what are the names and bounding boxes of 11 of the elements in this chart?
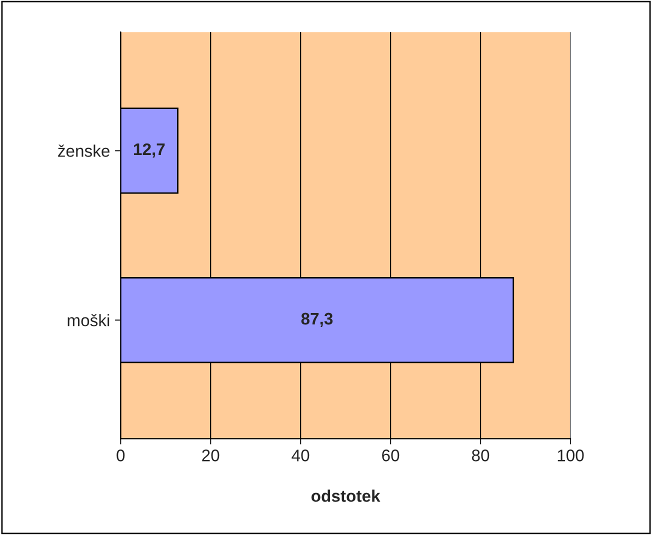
x-tick-label: 80	[472, 450, 490, 462]
data-label: 87,3	[301, 312, 333, 327]
x-tick-label: 40	[292, 450, 310, 462]
x-axis-title: odstotek	[311, 490, 380, 502]
y-tick-label: moški	[68, 314, 110, 326]
x-tick-label: 100	[558, 450, 584, 462]
y-tick-label: ženske	[58, 144, 110, 157]
x-tick-label: 20	[202, 450, 220, 462]
data-label: 12,7	[134, 143, 165, 158]
x-tick-label: 60	[382, 450, 400, 462]
x-tick-label: 0	[116, 450, 125, 462]
